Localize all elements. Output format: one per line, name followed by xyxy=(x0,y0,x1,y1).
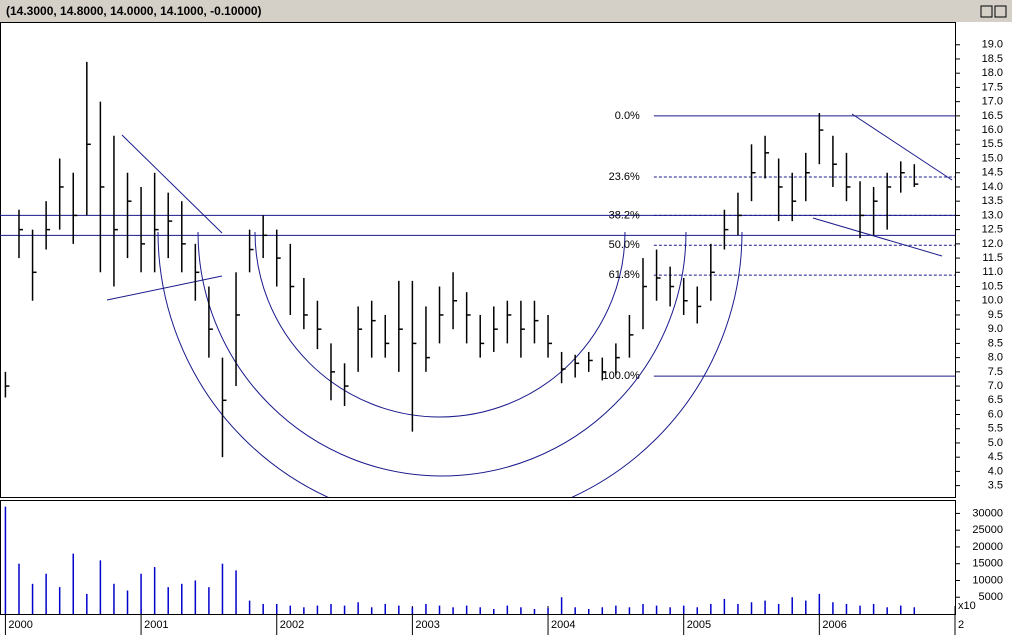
drawings xyxy=(106,113,953,497)
y-tick-label: 13.5 xyxy=(982,195,1003,207)
x-tick-label: 2000 xyxy=(8,619,32,631)
trend-line xyxy=(851,113,953,181)
fib-label: 100.0% xyxy=(603,370,641,382)
y-tick-label: 17.5 xyxy=(982,81,1003,93)
y-tick-label: 12.0 xyxy=(982,238,1003,250)
x-tick-label: 2003 xyxy=(415,619,439,631)
y-tick-label: 19.0 xyxy=(982,39,1003,51)
y-tick-label: 6.5 xyxy=(988,394,1003,406)
volume-y-tick-label: 15000 xyxy=(972,558,1003,570)
trend-line xyxy=(121,134,223,234)
y-tick-label: 12.5 xyxy=(982,224,1003,236)
x-tick-label: 2002 xyxy=(280,619,304,631)
restore-button[interactable] xyxy=(980,5,993,18)
y-tick-label: 3.5 xyxy=(988,480,1003,492)
volume-y-tick-label: 30000 xyxy=(972,507,1003,519)
x-tick-label: 2 xyxy=(958,619,964,631)
arc xyxy=(197,231,687,477)
y-tick-label: 11.0 xyxy=(982,266,1003,278)
y-tick-label: 4.5 xyxy=(988,451,1003,463)
x-tick-label: 2005 xyxy=(687,619,711,631)
x-tick-label: 2004 xyxy=(551,619,575,631)
arc xyxy=(254,231,626,418)
y-tick-label: 18.5 xyxy=(982,53,1003,65)
volume-panel xyxy=(0,500,956,615)
y-tick-label: 13.0 xyxy=(982,209,1003,221)
y-tick-label: 16.0 xyxy=(982,124,1003,136)
close-button[interactable] xyxy=(994,5,1007,18)
y-tick-label: 10.0 xyxy=(982,295,1003,307)
price-panel xyxy=(0,22,956,498)
volume-y-tick-label: 10000 xyxy=(972,574,1003,586)
trend-line xyxy=(812,217,943,257)
fib-label: 38.2% xyxy=(609,209,640,221)
y-tick-label: 9.0 xyxy=(988,323,1003,335)
fib-label: 23.6% xyxy=(609,171,640,183)
y-tick-label: 11.5 xyxy=(982,252,1003,264)
y-tick-label: 15.0 xyxy=(982,152,1003,164)
volume-y-tick-label: 25000 xyxy=(972,524,1003,536)
y-tick-label: 8.5 xyxy=(988,337,1003,349)
y-tick-label: 5.5 xyxy=(988,423,1003,435)
x-tick-label: 2006 xyxy=(822,619,846,631)
volume-y-tick-label: 5000 xyxy=(979,591,1003,603)
fib-label: 50.0% xyxy=(609,239,640,251)
y-tick-label: 10.5 xyxy=(982,280,1003,292)
y-tick-label: 9.5 xyxy=(988,309,1003,321)
fib-label: 0.0% xyxy=(615,110,640,122)
y-tick-label: 17.0 xyxy=(982,96,1003,108)
fib-label: 61.8% xyxy=(609,269,640,281)
y-tick-label: 7.5 xyxy=(988,366,1003,378)
x-tick-label: 2001 xyxy=(144,619,168,631)
ohlc-readout: (14.3000, 14.8000, 14.0000, 14.1000, -0.… xyxy=(6,4,262,18)
y-tick-label: 14.0 xyxy=(982,181,1003,193)
y-tick-label: 4.0 xyxy=(988,465,1003,477)
y-tick-label: 5.0 xyxy=(988,437,1003,449)
y-tick-label: 16.5 xyxy=(982,110,1003,122)
volume-y-tick-label: 20000 xyxy=(972,541,1003,553)
y-tick-label: 7.0 xyxy=(988,380,1003,392)
y-tick-label: 18.0 xyxy=(982,67,1003,79)
y-tick-label: 8.0 xyxy=(988,352,1003,364)
trend-line xyxy=(106,275,223,301)
arc xyxy=(157,231,743,497)
y-tick-label: 14.5 xyxy=(982,167,1003,179)
y-tick-label: 15.5 xyxy=(982,138,1003,150)
volume-unit-label: x10 xyxy=(958,600,976,612)
y-tick-label: 6.0 xyxy=(988,408,1003,420)
title-bar xyxy=(0,0,1012,22)
